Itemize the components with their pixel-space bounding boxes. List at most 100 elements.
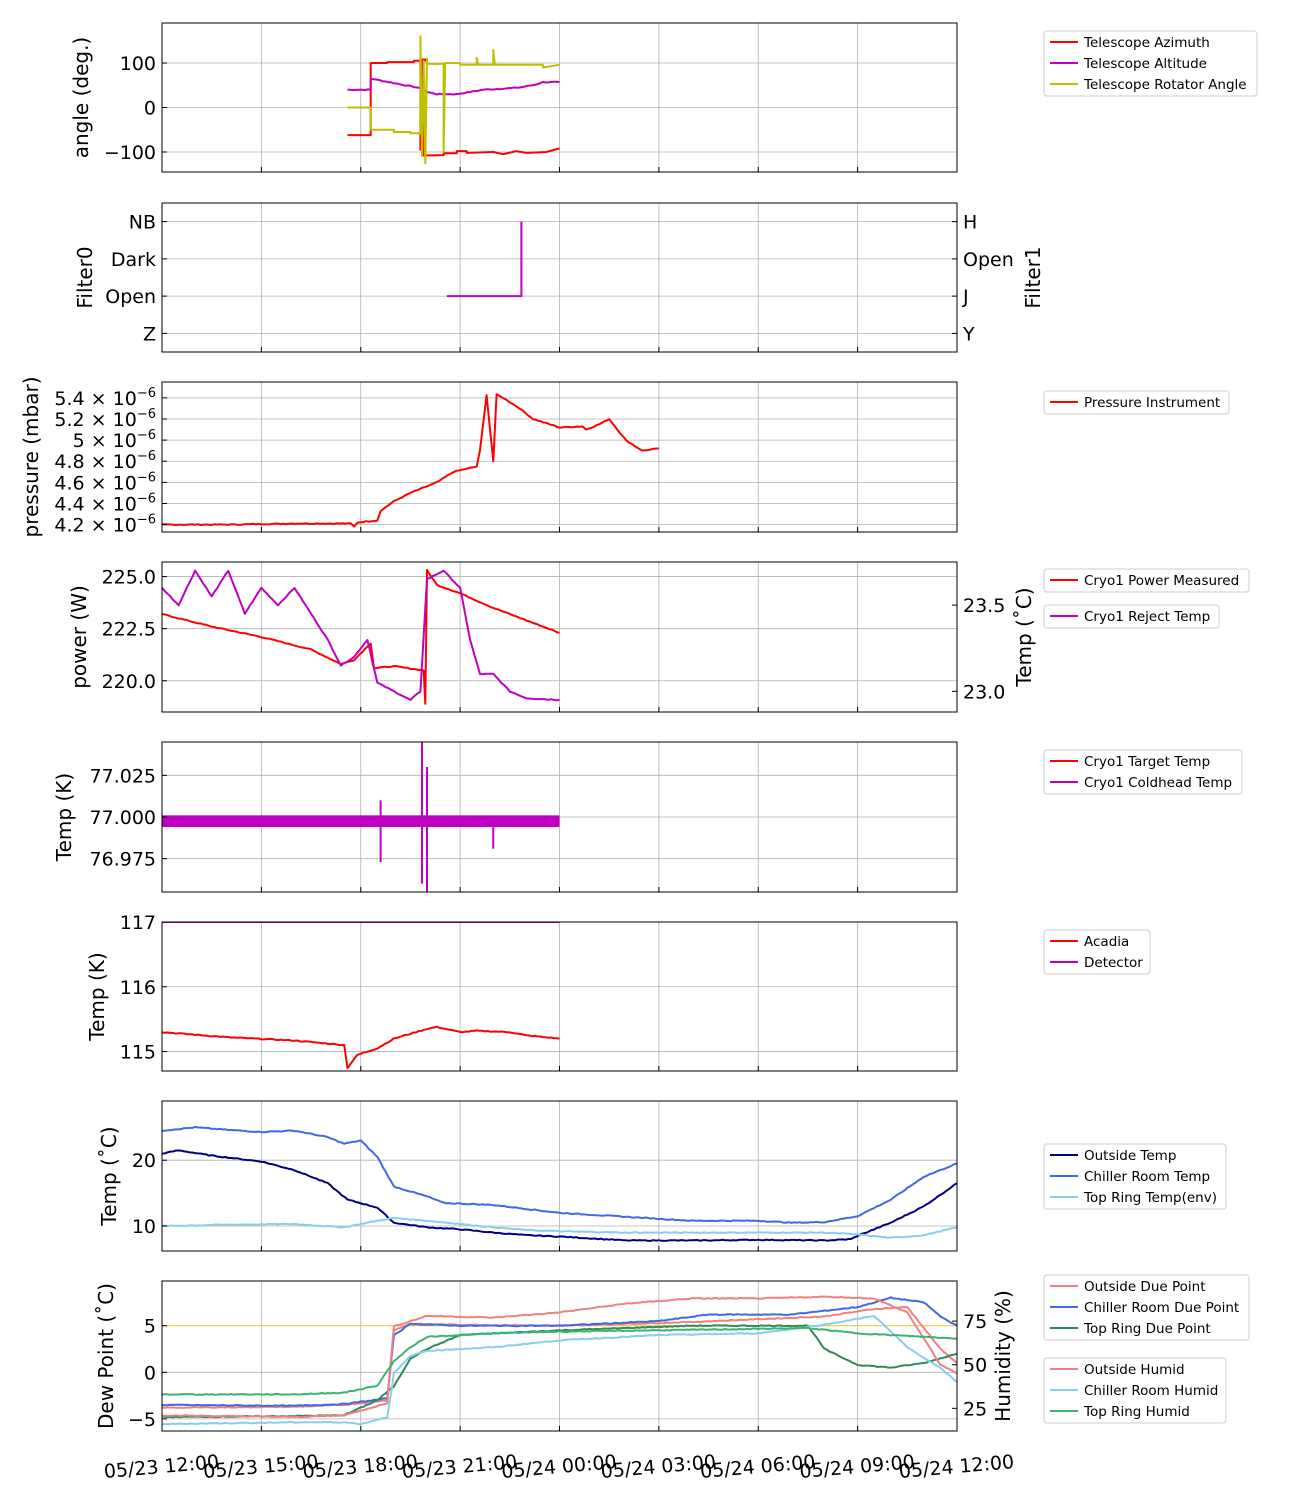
- y-axis-label: Temp (K): [85, 952, 109, 1041]
- legend-telescope-label: Telescope Azimuth: [1083, 35, 1210, 51]
- y-tick-label: 116: [120, 977, 156, 999]
- y-axis-label: Temp (˚C): [97, 1126, 121, 1226]
- y-tick-label: 4.2 × 10−6: [54, 513, 156, 537]
- legend-environment-label: Outside Temp: [1084, 1148, 1176, 1164]
- y-tick-exponent: −6: [137, 428, 156, 443]
- series-group: [162, 568, 560, 705]
- legend-telescope-label: Telescope Rotator Angle: [1083, 77, 1247, 93]
- y-tick-label: 115: [120, 1042, 156, 1064]
- y-tick-label: 77.000: [90, 807, 156, 829]
- series-top-ring-temp-env-: [162, 1217, 957, 1239]
- legend-pressure: Pressure Instrument: [1043, 390, 1230, 415]
- y-tick-label: 76.975: [90, 849, 156, 871]
- y-tick-mantissa: 4.8 × 10: [54, 451, 136, 473]
- y-tick-label: 0: [144, 98, 156, 120]
- y-right-tick-label: 75: [963, 1311, 987, 1333]
- y-tick-exponent: −6: [137, 386, 156, 401]
- series-telescope-altitude: [347, 77, 560, 96]
- series-outside-temp: [162, 1149, 957, 1242]
- y-right-tick-label: Y: [962, 323, 975, 345]
- legend-cryo-power-label: Cryo1 Reject Temp: [1084, 609, 1210, 625]
- legend-environment-label: Top Ring Temp(env): [1083, 1190, 1217, 1206]
- y-tick-label: 4.4 × 10−6: [54, 491, 156, 515]
- y-tick-label: 77.025: [90, 765, 156, 787]
- panel-acadia: 117 116 115 Temp (K): [85, 912, 958, 1072]
- series-chiller-room-humid: [162, 1315, 957, 1426]
- y-tick-mantissa: 4.2 × 10: [54, 515, 136, 537]
- series-acadia: [162, 1025, 560, 1070]
- y-axis-label: power (W): [67, 585, 91, 689]
- legend-pressure-frame: [1043, 390, 1230, 415]
- panel-pressure: 5.4 × 10−65.2 × 10−65 × 10−64.8 × 10−64.…: [19, 376, 958, 538]
- legend-cryo-power-frame: [1043, 604, 1220, 629]
- y-tick-label: Dark: [111, 249, 156, 271]
- panel-cryo-power: 225.0 222.5 220.0 23.5 23.0 power (W) Temp (˚C…: [67, 561, 1036, 713]
- series-group: [347, 35, 560, 165]
- y-tick-label: −100: [104, 142, 156, 164]
- y-axis-label: angle (deg.): [69, 37, 93, 159]
- series-chiller-room-due-point: [162, 1296, 957, 1408]
- y-tick-label: 117: [120, 912, 156, 934]
- y-right-tick-label: J: [962, 286, 969, 308]
- y-tick-label: 222.5: [102, 619, 156, 641]
- legend-humidity-label: Outside Due Point: [1084, 1279, 1206, 1295]
- legend-acadia-label: Acadia: [1084, 934, 1129, 950]
- panel-filters: NB Dark Open Z H Open JY Filter0 Filter1: [73, 202, 1045, 353]
- legend-humidity-frame: [1043, 1274, 1250, 1341]
- series-outside-humid: [162, 1295, 957, 1419]
- series-cryo1-coldhead-temp: [162, 815, 560, 827]
- y-axis-label: Temp (K): [52, 773, 76, 862]
- y-axis-label: Dew Point (˚C): [94, 1283, 118, 1429]
- legend-humidity: Outside Due Point Chiller Room Due Point T…: [1043, 1274, 1250, 1341]
- y-tick-label: NB: [129, 212, 156, 234]
- y-tick-label: 5: [144, 1316, 156, 1338]
- series-group: [162, 922, 560, 1070]
- series-cryo1-power-measured: [162, 568, 560, 705]
- legend-humidity-humid-label: Top Ring Humid: [1083, 1404, 1190, 1420]
- y-tick-label: 4.8 × 10−6: [54, 449, 156, 473]
- y-tick-exponent: −6: [137, 491, 156, 506]
- legend-environment-frame: [1043, 1143, 1227, 1210]
- legend-humidity-label: Chiller Room Due Point: [1084, 1300, 1239, 1316]
- y-tick-label: 10: [132, 1216, 156, 1238]
- legend-cryo-temp: Cryo1 Target Temp Cryo1 Coldhead Temp: [1043, 749, 1243, 795]
- series-group: [162, 1125, 957, 1242]
- series-group: [446, 221, 523, 298]
- y-tick-label: 220.0: [102, 671, 156, 693]
- legend-cryo-temp-label: Cryo1 Coldhead Temp: [1084, 775, 1232, 791]
- legend-cryo-temp-label: Cryo1 Target Temp: [1084, 754, 1210, 770]
- legend-telescope: Telescope Azimuth Telescope Altitude Teles…: [1043, 30, 1258, 97]
- y-axis-label: Filter0: [73, 246, 97, 308]
- series-top-ring-humid: [162, 1326, 957, 1396]
- y-tick-label: 5.4 × 10−6: [54, 386, 156, 410]
- y-tick-label: 20: [132, 1150, 156, 1172]
- legend-cryo-power: Cryo1 Power Measured: [1043, 568, 1250, 593]
- series-group: [162, 742, 560, 892]
- legend-environment: Outside Temp Chiller Room Temp Top Ring Te…: [1043, 1143, 1227, 1210]
- y-tick-label: −5: [128, 1409, 156, 1431]
- series-filter1: [446, 221, 523, 298]
- panel-cryo-temp: 77.025 77.000 76.975 Temp (K): [52, 741, 958, 893]
- legend-acadia: Acadia Detector: [1043, 929, 1151, 975]
- legend-environment-label: Chiller Room Temp: [1084, 1169, 1210, 1185]
- legend-humidity-humid-label: Outside Humid: [1084, 1362, 1185, 1378]
- y-tick-label: 4.6 × 10−6: [54, 470, 156, 494]
- legend-humidity-humid-label: Chiller Room Humid: [1084, 1383, 1218, 1399]
- y-tick-mantissa: 5.4 × 10: [54, 388, 136, 410]
- y-right-tick-label: 23.0: [963, 681, 1005, 703]
- legend-telescope-frame: [1043, 30, 1258, 97]
- panel-telescope: 100 0 −100 angle (deg.): [69, 22, 958, 173]
- series-group: [162, 1295, 957, 1426]
- y-right-tick-label: 50: [963, 1355, 987, 1377]
- y-right-tick-label: H: [963, 212, 977, 234]
- y-tick-label: 225.0: [102, 567, 156, 589]
- series-pressure-instrument: [162, 393, 659, 528]
- y-tick-mantissa: 4.6 × 10: [54, 472, 136, 494]
- y-tick-exponent: −6: [137, 470, 156, 485]
- series-cryo1-reject-temp: [162, 569, 560, 702]
- y-right-tick-label: 25: [963, 1398, 987, 1420]
- legend-pressure-label: Pressure Instrument: [1084, 395, 1220, 411]
- y-tick-label: 5.2 × 10−6: [54, 407, 156, 431]
